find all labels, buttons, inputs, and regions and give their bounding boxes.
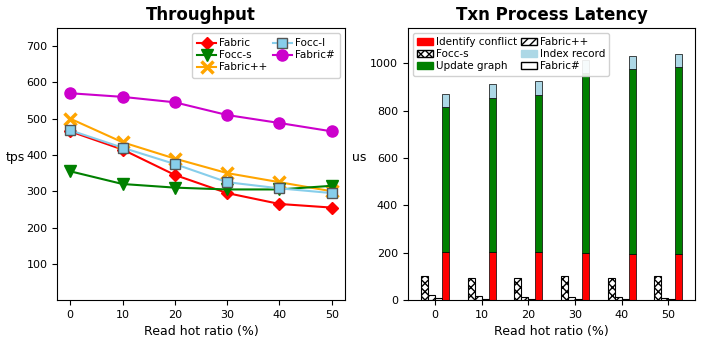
Line: Fabric++: Fabric++ xyxy=(64,113,337,197)
Bar xyxy=(468,278,475,300)
Fabric++ xyxy=(118,140,127,144)
Fabric# xyxy=(170,100,179,104)
X-axis label: Read hot ratio (%): Read hot ratio (%) xyxy=(144,325,259,338)
X-axis label: Read hot ratio (%): Read hot ratio (%) xyxy=(494,325,609,338)
Bar xyxy=(536,95,543,251)
Line: Focc-l: Focc-l xyxy=(65,126,336,198)
Bar xyxy=(475,296,482,300)
Bar xyxy=(608,278,615,300)
Y-axis label: us: us xyxy=(352,151,366,164)
Title: Throughput: Throughput xyxy=(146,6,256,23)
Focc-l xyxy=(170,162,179,166)
Fabric++ xyxy=(223,171,231,175)
Focc-l xyxy=(327,191,336,195)
Line: Fabric: Fabric xyxy=(66,127,336,212)
Fabric xyxy=(118,148,127,152)
Focc-s xyxy=(223,187,231,192)
Fabric++ xyxy=(170,157,179,161)
Bar xyxy=(442,251,449,300)
Focc-l xyxy=(66,128,74,132)
Bar xyxy=(629,254,636,300)
Fabric xyxy=(223,191,231,195)
Fabric xyxy=(327,205,336,209)
Bar xyxy=(442,94,449,107)
Bar xyxy=(629,56,636,69)
Bar xyxy=(515,278,522,300)
Bar xyxy=(622,299,629,300)
Bar xyxy=(675,67,682,254)
Bar xyxy=(568,297,575,300)
Bar xyxy=(489,84,496,98)
Fabric# xyxy=(66,91,74,95)
Bar xyxy=(582,73,589,253)
Fabric# xyxy=(275,121,284,125)
Bar xyxy=(482,299,489,300)
Focc-s xyxy=(170,185,179,190)
Bar xyxy=(629,69,636,254)
Fabric++ xyxy=(327,189,336,193)
Focc-l xyxy=(118,146,127,150)
Line: Focc-s: Focc-s xyxy=(64,166,337,195)
Bar xyxy=(615,297,622,300)
Bar xyxy=(428,295,435,300)
Bar xyxy=(675,254,682,300)
Bar xyxy=(489,251,496,300)
Bar xyxy=(668,299,675,300)
Bar xyxy=(675,54,682,67)
Bar xyxy=(661,298,668,300)
Bar xyxy=(442,107,449,251)
Y-axis label: tps: tps xyxy=(6,151,25,164)
Focc-l xyxy=(275,186,284,191)
Focc-s xyxy=(118,182,127,186)
Bar xyxy=(489,98,496,251)
Fabric# xyxy=(223,113,231,117)
Fabric++ xyxy=(66,117,74,121)
Title: Txn Process Latency: Txn Process Latency xyxy=(456,6,648,23)
Bar xyxy=(582,253,589,300)
Bar xyxy=(654,277,661,300)
Focc-s xyxy=(275,187,284,192)
Fabric# xyxy=(327,129,336,133)
Bar xyxy=(536,81,543,95)
Bar xyxy=(561,277,568,300)
Line: Fabric#: Fabric# xyxy=(64,88,337,137)
Fabric xyxy=(66,129,74,133)
Bar xyxy=(536,251,543,300)
Fabric xyxy=(275,202,284,206)
Bar xyxy=(435,298,442,300)
Fabric# xyxy=(118,95,127,99)
Bar xyxy=(575,299,582,300)
Fabric++ xyxy=(275,180,284,184)
Bar xyxy=(529,299,536,300)
Fabric xyxy=(170,173,179,177)
Focc-l xyxy=(223,180,231,184)
Focc-s xyxy=(66,169,74,173)
Legend: Fabric, Focc-s, Fabric++, Focc-l, Fabric#: Fabric, Focc-s, Fabric++, Focc-l, Fabric… xyxy=(192,33,339,78)
Bar xyxy=(421,277,428,300)
Legend: Identify conflict, Focc-s, Update graph, Fabric++, Index record, Fabric#: Identify conflict, Focc-s, Update graph,… xyxy=(413,33,609,76)
Bar xyxy=(582,60,589,73)
Bar xyxy=(522,297,529,300)
Focc-s xyxy=(327,184,336,188)
